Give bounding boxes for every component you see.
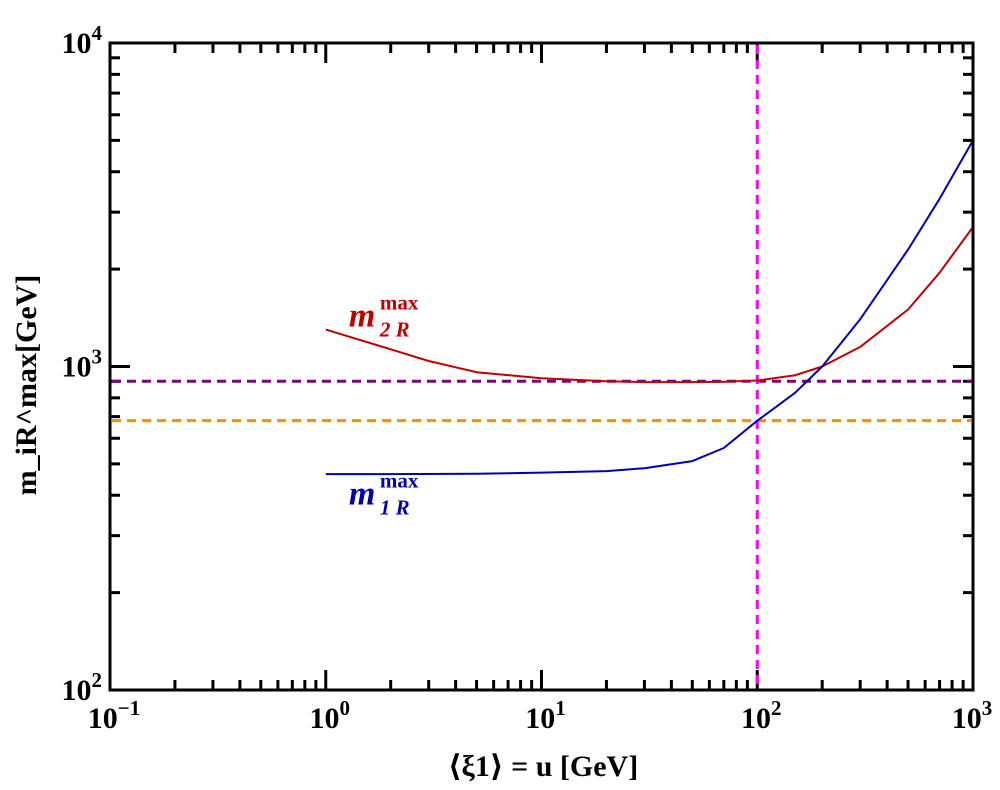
x-tick-label-base: 10	[741, 702, 771, 735]
series-label-superscript: max	[380, 290, 419, 314]
series-label-base: m	[349, 297, 375, 334]
series-label-superscript: max	[380, 468, 419, 492]
reference-lines-layer	[112, 45, 971, 688]
y-tick-label-base: 10	[62, 674, 92, 707]
y-tick-label-exponent: 4	[92, 21, 103, 45]
y-tick-label: 102	[62, 668, 103, 707]
x-tick-label-exponent: 3	[982, 696, 993, 720]
y-tick-label-exponent: 3	[92, 345, 103, 369]
x-tick-label: 103	[952, 696, 993, 735]
y-tick-label-exponent: 2	[92, 668, 103, 692]
x-tick-label: 102	[741, 696, 782, 735]
x-tick-label-exponent: 2	[771, 696, 782, 720]
y-axis-label: m_iR^max[GeV]	[10, 275, 43, 496]
series-label-1: m max 2 R	[349, 290, 419, 341]
x-tick-label: 100	[310, 696, 351, 735]
series-label-subscript: 1 R	[380, 495, 410, 519]
y-tick-label: 103	[62, 345, 103, 384]
x-tick-label-base: 10	[310, 702, 340, 735]
plot-frame	[108, 41, 975, 692]
series-layer	[325, 139, 974, 476]
x-tick-label: 101	[525, 696, 566, 735]
x-tick-label-base: 10	[952, 702, 982, 735]
x-tick-label-base: 10	[525, 702, 555, 735]
y-tick-label: 104	[62, 21, 103, 60]
y-tick-label-base: 10	[62, 27, 92, 60]
x-tick-label-exponent: 0	[340, 696, 351, 720]
x-axis-label: ⟨ξ1⟩ = u [GeV]	[448, 750, 638, 783]
x-tick-label: 10−1	[88, 696, 140, 735]
series-label-base: m	[349, 475, 375, 512]
ticks-layer	[108, 43, 973, 692]
series-line-1	[325, 226, 974, 384]
series-label-subscript: 2 R	[379, 317, 410, 341]
y-tick-label-base: 10	[62, 351, 92, 384]
x-tick-label-exponent: 1	[555, 696, 566, 720]
x-tick-label-base: 10	[88, 702, 118, 735]
series-label-2: m max 1 R	[349, 468, 419, 519]
x-tick-label-exponent: −1	[118, 696, 140, 720]
series-line-2	[325, 139, 974, 476]
